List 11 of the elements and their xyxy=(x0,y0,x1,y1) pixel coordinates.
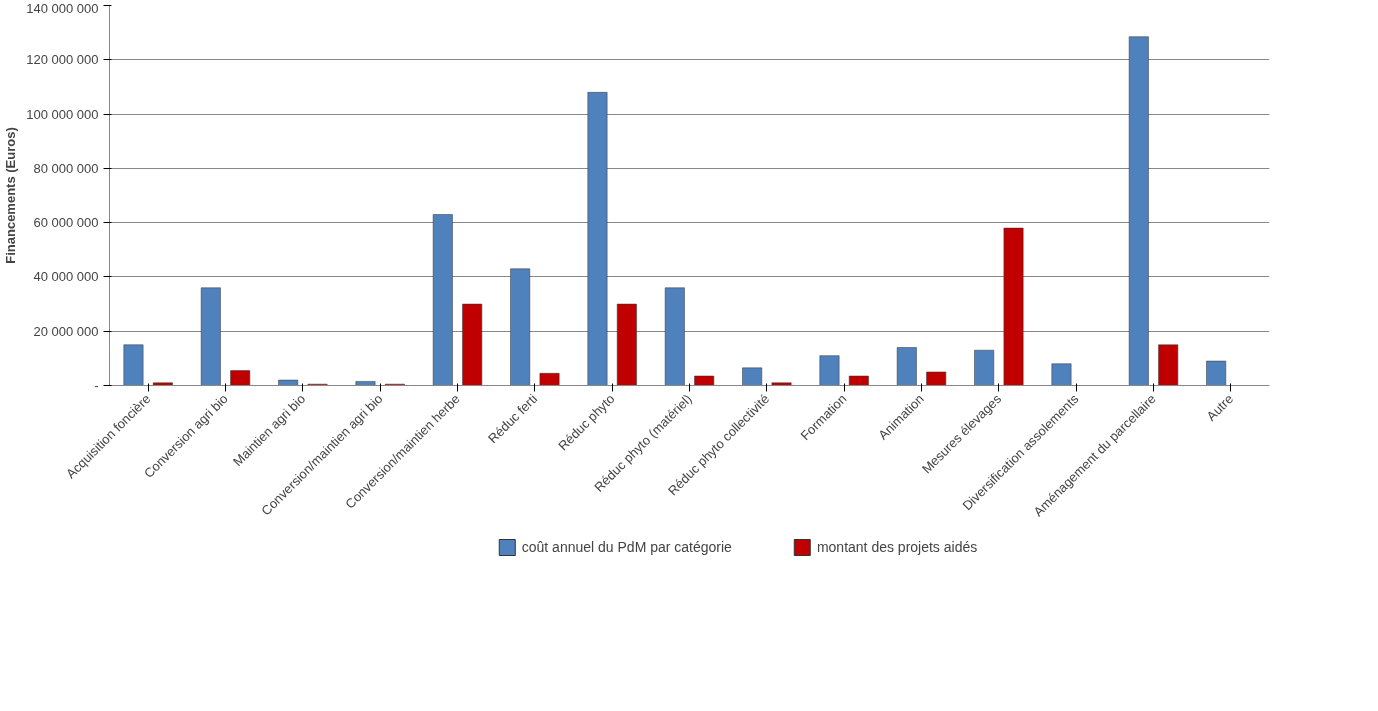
y-axis-title: Financements (Euros) xyxy=(3,127,19,264)
y-tick-label: 80 000 000 xyxy=(33,160,99,176)
y-tick-label: - xyxy=(94,378,99,393)
y-tick-label: 100 000 000 xyxy=(26,106,99,122)
legend-label: coût annuel du PdM par catégorie xyxy=(521,539,732,555)
y-tick-label: 60 000 000 xyxy=(33,215,99,231)
y-tick-label: 140 000 000 xyxy=(26,0,99,16)
y-tick-label: 40 000 000 xyxy=(33,269,99,285)
legend-label: montant des projets aidés xyxy=(816,539,978,555)
y-tick-label: 20 000 000 xyxy=(33,323,99,339)
y-tick-label: 120 000 000 xyxy=(26,52,99,68)
